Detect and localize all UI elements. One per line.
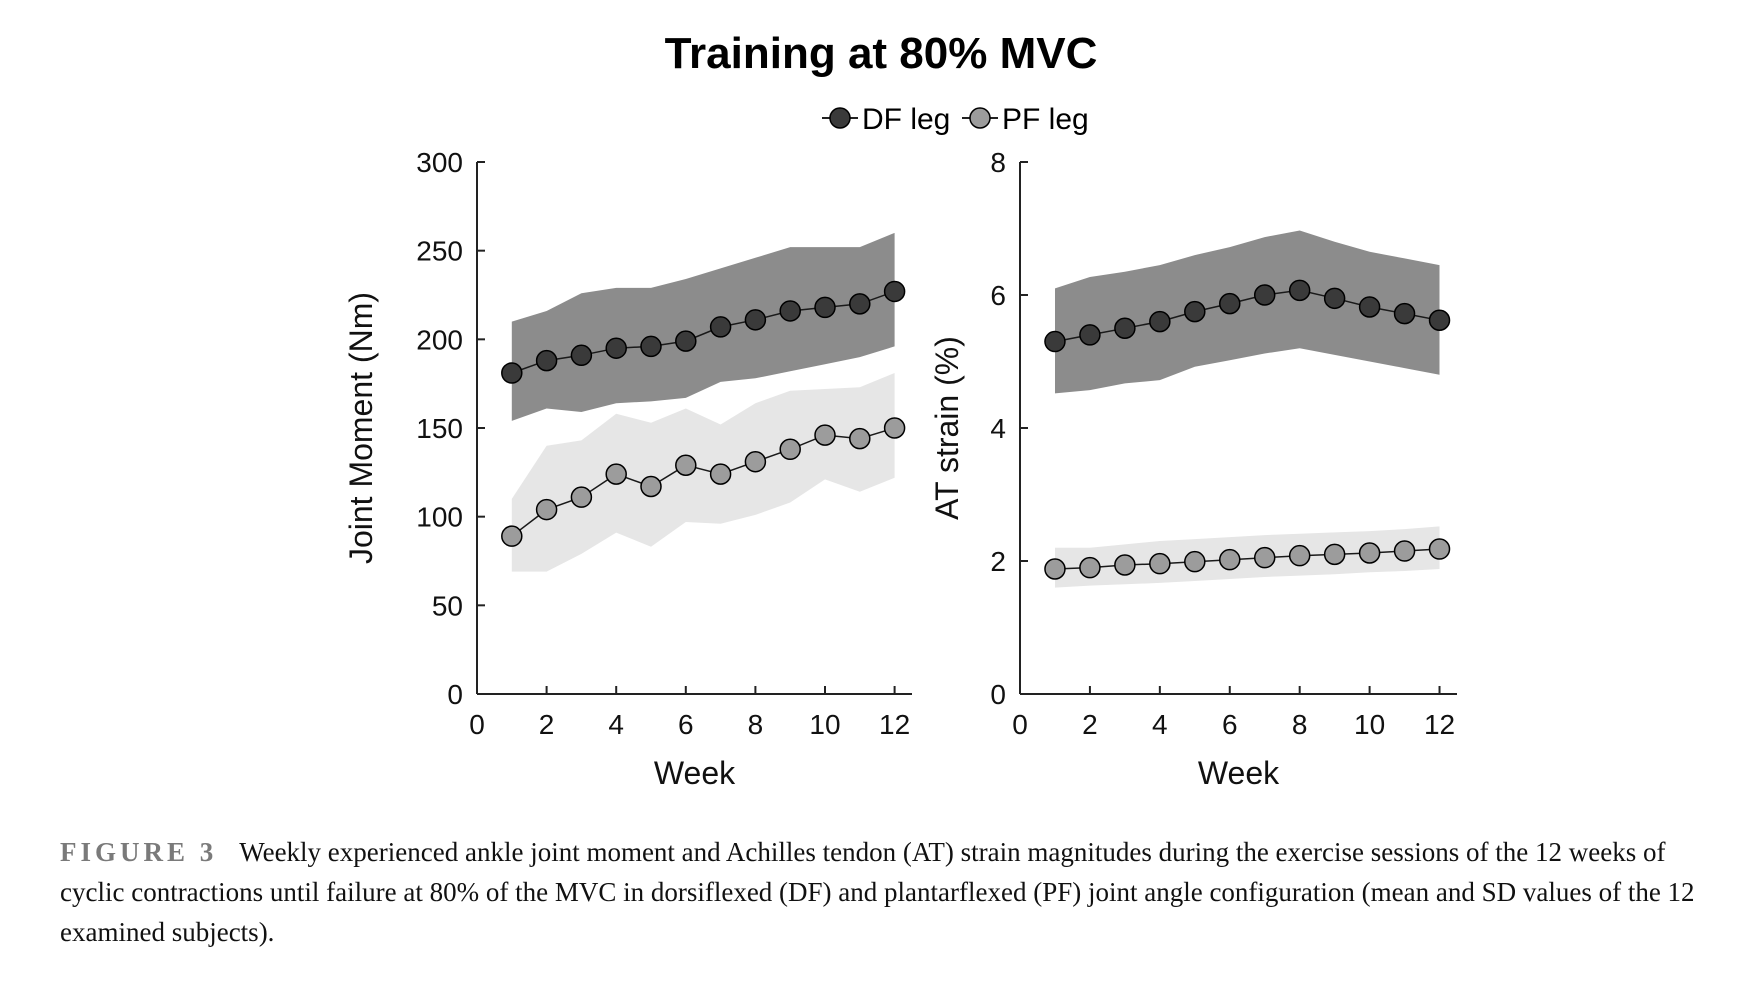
moment-point-pf [675, 454, 697, 476]
moment-point-df [605, 337, 627, 359]
strain-x-tick-label: 2 [1082, 709, 1098, 740]
legend-label-df: DF leg [862, 103, 950, 136]
moment-x-tick-label: 4 [608, 709, 624, 740]
strain-point-pf [1253, 546, 1276, 569]
moment-point-df [709, 316, 732, 338]
panel-at-strain: 0 2 4 6 8 10 12 0 2 4 6 8 Week AT strain (%) [929, 147, 1457, 791]
strain-point-pf [1428, 538, 1451, 560]
strain-point-df [1393, 302, 1416, 325]
moment-point-pf [814, 424, 836, 446]
strain-x-tick-label: 4 [1152, 709, 1168, 740]
moment-point-pf [605, 463, 627, 485]
moment-point-pf [849, 427, 871, 450]
strain-sd-band-df [1055, 230, 1440, 394]
moment-point-pf [779, 438, 801, 461]
moment-point-df [675, 330, 697, 352]
moment-point-df [570, 344, 593, 367]
legend-marker-pf [969, 107, 991, 129]
moment-y-tick-label: 50 [432, 590, 463, 621]
figure-caption: FIGURE 3 Weekly experienced ankle joint m… [60, 832, 1710, 952]
strain-point-df [1044, 330, 1066, 353]
moment-y-tick-label: 100 [416, 502, 463, 533]
strain-point-df [1219, 292, 1241, 315]
strain-sd-band-pf [1055, 526, 1440, 588]
moment-point-pf [883, 417, 906, 439]
moment-y-tick-label: 250 [416, 236, 463, 267]
moment-point-pf [640, 475, 662, 498]
moment-x-tick-label: 8 [748, 709, 764, 740]
moment-point-pf [501, 525, 523, 547]
strain-x-tick-label: 8 [1292, 709, 1308, 740]
chart-title: Training at 80% MVC [665, 29, 1098, 78]
moment-point-pf [744, 450, 767, 473]
strain-point-pf [1358, 542, 1381, 564]
moment-point-df [814, 296, 836, 319]
chart: Training at 80% MVC DF leg PF leg 0 2 4 6 8 1… [343, 29, 1457, 791]
moment-point-df [640, 335, 662, 358]
strain-point-df [1079, 324, 1101, 346]
moment-x-tick-label: 6 [678, 709, 694, 740]
moment-point-df [779, 300, 801, 322]
strain-point-pf [1114, 554, 1136, 576]
moment-point-df [744, 309, 767, 331]
moment-point-pf [709, 463, 732, 485]
moment-point-df [883, 280, 906, 303]
strain-point-df [1358, 296, 1381, 318]
moment-point-df [849, 293, 871, 315]
moment-y-tick-label: 200 [416, 324, 463, 355]
legend-label-pf: PF leg [1002, 103, 1089, 136]
moment-y-tick-label: 0 [447, 679, 463, 710]
strain-point-df [1149, 310, 1171, 333]
legend: DF leg PF leg [822, 103, 1089, 136]
moment-x-tick-label: 0 [469, 709, 485, 740]
strain-point-df [1323, 287, 1346, 310]
strain-point-pf [1288, 544, 1311, 567]
strain-point-df [1428, 309, 1451, 332]
moment-x-axis-title: Week [654, 755, 736, 791]
strain-point-pf [1044, 558, 1066, 580]
strain-point-df [1114, 317, 1136, 339]
strain-point-df [1288, 279, 1311, 302]
strain-x-tick-label: 0 [1012, 709, 1028, 740]
strain-point-pf [1184, 550, 1206, 573]
strain-y-axis-title: AT strain (%) [929, 336, 965, 520]
moment-point-df [501, 362, 523, 384]
strain-x-tick-label: 6 [1222, 709, 1238, 740]
moment-y-axis-title: Joint Moment (Nm) [343, 292, 379, 564]
strain-point-pf [1149, 552, 1171, 575]
strain-point-pf [1323, 543, 1346, 566]
strain-y-tick-label: 6 [990, 280, 1006, 311]
moment-y-tick-label: 150 [416, 413, 463, 444]
strain-point-df [1184, 300, 1206, 323]
strain-x-tick-label: 10 [1354, 709, 1385, 740]
caption-label: FIGURE 3 [60, 837, 218, 867]
strain-y-tick-label: 8 [990, 147, 1006, 178]
moment-sd-band-df [511, 232, 895, 421]
strain-point-pf [1219, 548, 1241, 571]
moment-x-tick-label: 12 [879, 709, 910, 740]
panel-joint-moment: 0 2 4 6 8 10 12 0 50 100 150 200 250 300 Week Joint Mom… [343, 147, 912, 791]
strain-y-tick-label: 2 [990, 546, 1006, 577]
moment-point-pf [570, 486, 593, 508]
strain-y-tick-label: 0 [990, 679, 1006, 710]
strain-x-tick-label: 12 [1424, 709, 1455, 740]
strain-point-pf [1079, 556, 1101, 579]
legend-marker-df [829, 107, 851, 129]
strain-point-df [1253, 284, 1276, 306]
moment-y-tick-label: 300 [416, 147, 463, 178]
strain-y-tick-label: 4 [990, 413, 1006, 444]
strain-x-axis-title: Week [1198, 755, 1280, 791]
moment-x-tick-label: 2 [539, 709, 555, 740]
strain-point-pf [1393, 540, 1416, 562]
moment-point-df [535, 349, 558, 372]
moment-x-tick-label: 10 [809, 709, 840, 740]
moment-point-pf [535, 498, 558, 521]
moment-sd-band-pf [511, 373, 895, 572]
caption-text: Weekly experienced ankle joint moment an… [60, 837, 1695, 947]
